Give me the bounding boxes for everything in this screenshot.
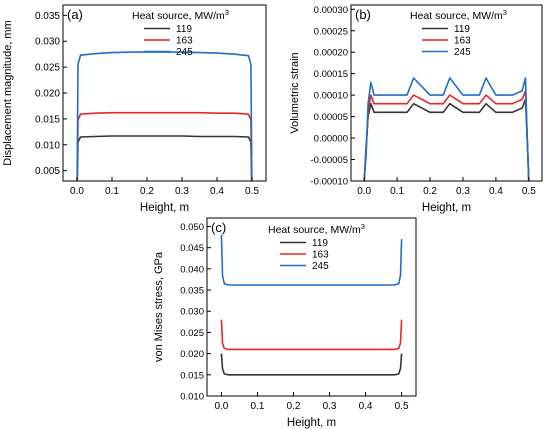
y-tick-label: 0.010	[180, 392, 204, 403]
plot-frame	[62, 4, 267, 182]
legend-title: Heat source, MW/m3	[410, 8, 507, 22]
series-line-163	[76, 111, 253, 181]
plot-frame	[350, 4, 543, 182]
y-tick-label: 0.035	[35, 11, 60, 22]
y-tick-label: 0.020	[35, 89, 60, 100]
x-tick-label: 0.1	[250, 401, 264, 412]
x-tick-label: 0.0	[214, 401, 228, 412]
y-tick-label: 0.030	[180, 307, 204, 318]
panel-label: (c)	[211, 220, 226, 235]
series-group	[363, 77, 530, 181]
x-tick-label: 0.3	[323, 401, 337, 412]
x-tick-label: 0.0	[357, 186, 371, 197]
x-tick-label: 0.2	[423, 186, 437, 197]
legend-title-superscript: 3	[225, 8, 229, 17]
legend-entry-119: 119	[312, 238, 328, 249]
x-tick-label: 0.5	[245, 186, 259, 197]
y-tick-label: 0.00000	[314, 134, 348, 145]
legend-entry-163: 163	[454, 36, 471, 47]
chart-panel-1: 0.0 0.1 0.2 0.3 0.4 0.5 0.005 0.010 0.015 0.020 0.…	[2, 4, 267, 214]
series-group	[220, 234, 403, 376]
y-tick-label: 0.020	[180, 349, 204, 360]
x-axis-label: Height, m	[422, 202, 471, 214]
y-tick-label: 0.00020	[314, 48, 348, 59]
series-group	[76, 51, 253, 181]
legend-title: Heat source, MW/m3	[268, 222, 365, 236]
x-axis-label: Height, m	[140, 202, 189, 214]
y-tick-label: 0.00015	[314, 69, 348, 80]
x-tick-label: 0.4	[359, 401, 373, 412]
series-line-119	[220, 353, 403, 376]
x-tick-label: 0.2	[287, 401, 301, 412]
panel-label: (b)	[355, 7, 371, 22]
x-tick-label: 0.0	[70, 186, 84, 197]
legend-entry-245: 245	[312, 261, 329, 272]
series-line-245	[76, 51, 253, 181]
x-tick-label: 0.1	[105, 186, 119, 197]
y-tick-label: -0.00010	[310, 177, 348, 188]
legend-entry-119: 119	[454, 24, 470, 35]
y-tick-label: 0.00030	[314, 5, 348, 16]
series-line-119	[76, 135, 253, 181]
legend-title: Heat source, MW/m3	[132, 8, 229, 22]
chart-panel-3: 0.0 0.1 0.2 0.3 0.4 0.5 0.010 0.015 0.020 0.025 0.…	[153, 217, 417, 429]
y-tick-label: 0.030	[35, 37, 60, 48]
x-tick-label: 0.4	[210, 186, 224, 197]
legend-title-superscript: 3	[361, 222, 365, 231]
y-tick-label: 0.045	[180, 243, 204, 254]
x-tick-label: 0.3	[175, 186, 189, 197]
y-axis-label: von Mises stress, GPa	[153, 251, 165, 362]
y-tick-label: 0.040	[180, 264, 204, 275]
x-tick-label: 0.1	[390, 186, 404, 197]
x-tick-label: 0.2	[140, 186, 154, 197]
x-tick-label: 0.3	[456, 186, 470, 197]
y-tick-label: 0.00025	[314, 26, 348, 37]
y-tick-label: 0.005	[35, 166, 60, 177]
series-line-119	[363, 98, 530, 181]
x-tick-label: 0.4	[489, 186, 503, 197]
y-axis-label: Volumetric strain	[289, 52, 301, 133]
series-line-245	[363, 77, 530, 181]
legend-entry-163: 163	[176, 36, 193, 47]
series-line-245	[220, 234, 403, 286]
y-tick-label: 0.035	[180, 286, 204, 297]
y-tick-label: 0.015	[35, 114, 60, 125]
y-tick-label: 0.025	[35, 63, 60, 74]
legend-entry-245: 245	[176, 47, 193, 58]
series-line-163	[220, 319, 403, 351]
y-tick-label: -0.00005	[310, 155, 348, 166]
legend-title-superscript: 3	[503, 8, 507, 17]
y-tick-label: 0.00005	[314, 112, 348, 123]
y-tick-label: 0.050	[180, 222, 204, 233]
plot-frame	[206, 217, 417, 397]
x-tick-label: 0.5	[395, 401, 409, 412]
legend-entry-245: 245	[454, 47, 471, 58]
y-tick-label: 0.010	[35, 140, 60, 151]
y-tick-label: 0.015	[180, 370, 204, 381]
series-line-163	[363, 90, 530, 181]
legend-entry-119: 119	[176, 24, 192, 35]
x-axis-label: Height, m	[287, 417, 336, 429]
chart-panel-2: 0.0 0.1 0.2 0.3 0.4 0.5 -0.00010 -0.00005 0.0000…	[289, 4, 543, 214]
y-axis-label: Displacement magnitude, mm	[2, 20, 14, 166]
x-tick-label: 0.5	[522, 186, 536, 197]
y-tick-label: 0.025	[180, 328, 204, 339]
panel-label: (a)	[67, 7, 83, 22]
y-tick-label: 0.00010	[314, 91, 348, 102]
legend-entry-163: 163	[312, 250, 329, 261]
